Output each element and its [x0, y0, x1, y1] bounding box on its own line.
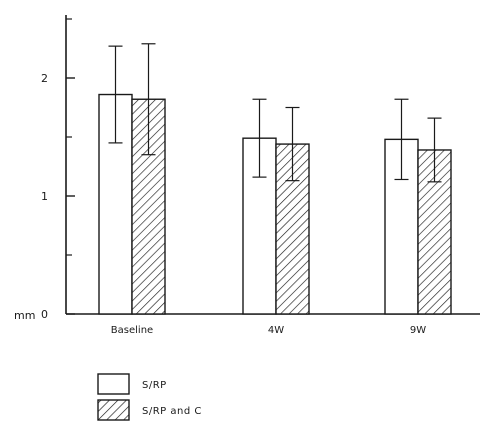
legend-swatch-s-rp [97, 373, 130, 395]
y-tick-label: 1 [41, 190, 48, 203]
y-tick-label: 2 [41, 72, 48, 85]
category-label-4w: 4W [268, 325, 284, 336]
category-label-9w: 9W [410, 325, 426, 336]
legend: S/RP S/RP and C [97, 373, 202, 421]
legend-label-s-rp-and-c: S/RP and C [142, 406, 202, 417]
category-label-baseline: Baseline [111, 325, 153, 336]
y-ticks: 0 1 2 [41, 18, 75, 321]
error-bars [108, 43, 442, 183]
bars [98, 93, 452, 315]
legend-label-s-rp: S/RP [142, 380, 167, 391]
category-labels: Baseline 4W 9W [111, 325, 426, 336]
y-axis-unit-label: mm [14, 309, 35, 322]
y-tick-label: 0 [41, 308, 48, 321]
legend-swatch-s-rp-and-c [97, 399, 130, 421]
